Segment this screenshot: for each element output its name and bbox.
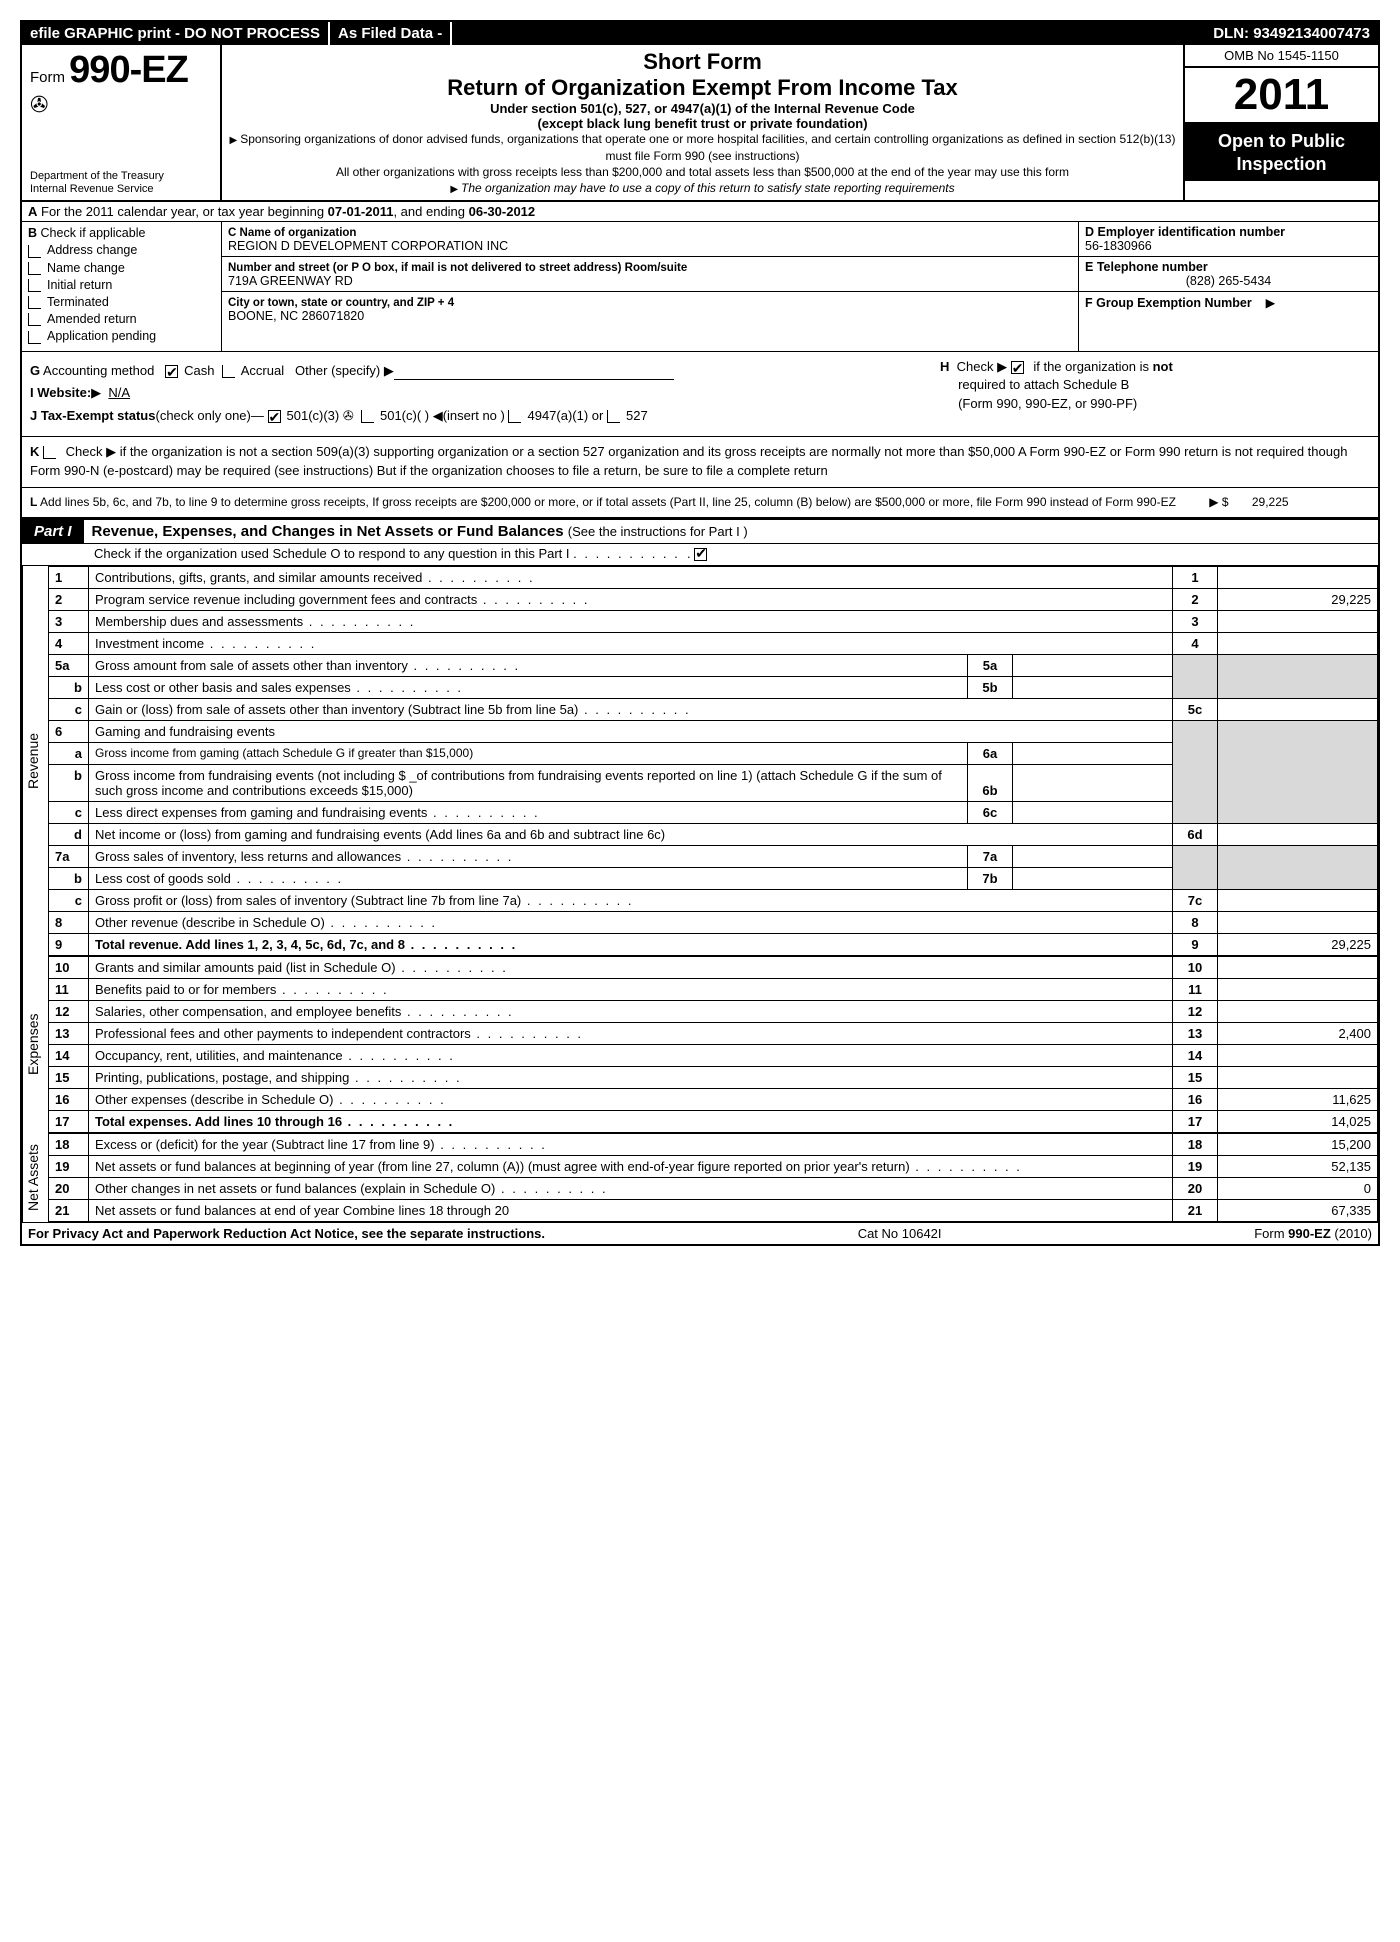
expenses-section: Expenses 10Grants and similar amounts pa… [22,956,1378,1133]
revenue-label: Revenue [22,566,48,956]
telephone: (828) 265-5434 [1085,274,1372,288]
chk-schedule-b[interactable] [1011,361,1024,374]
chk-schedule-o[interactable] [694,548,707,561]
form-prefix: Form [30,69,65,86]
footer-form: Form 990-EZ (2010) [1254,1226,1372,1241]
footer: For Privacy Act and Paperwork Reduction … [22,1222,1378,1244]
block-ghij: G Accounting method Cash Accrual Other (… [22,352,1378,438]
short-form-label: Short Form [228,49,1177,75]
form-page: efile GRAPHIC print - DO NOT PROCESS As … [20,20,1380,1246]
col-b: B Check if applicable Address change Nam… [22,222,222,350]
l-amount: 29,225 [1252,495,1289,509]
form-subtitle: Under section 501(c), 527, or 4947(a)(1)… [228,101,1177,116]
expenses-label: Expenses [22,956,48,1133]
chk-cash[interactable] [165,365,178,378]
header-right-box: OMB No 1545-1150 2011 Open to PublicInsp… [1183,45,1378,200]
top-bar: efile GRAPHIC print - DO NOT PROCESS As … [22,22,1378,45]
website: N/A [108,385,130,400]
footer-privacy: For Privacy Act and Paperwork Reduction … [28,1226,545,1241]
footer-catno: Cat No 10642I [858,1226,942,1241]
header-p2: All other organizations with gross recei… [228,164,1177,180]
chk-initial-return[interactable] [28,279,41,292]
chk-501c3[interactable] [268,410,281,423]
chk-k[interactable] [43,446,56,459]
part1-header: Part I Revenue, Expenses, and Changes in… [22,518,1378,544]
block-l: L Add lines 5b, 6c, and 7b, to line 9 to… [22,488,1378,518]
chk-terminated[interactable] [28,296,41,309]
org-city: BOONE, NC 286071820 [228,309,364,323]
k-text: Check ▶ if the organization is not a sec… [30,444,1347,478]
section-bcde: B Check if applicable Address change Nam… [22,222,1378,351]
form-title: Return of Organization Exempt From Incom… [228,75,1177,101]
part1-check-o: Check if the organization used Schedule … [22,544,1378,566]
part1-title: Revenue, Expenses, and Changes in Net As… [92,523,564,540]
revenue-section: Revenue 1Contributions, gifts, grants, a… [22,566,1378,956]
chk-name-change[interactable] [28,262,41,275]
form-number: 990-EZ [69,49,188,91]
header-p3: The organization may have to use a copy … [461,181,955,195]
chk-accrual[interactable] [222,365,235,378]
org-name: REGION D DEVELOPMENT CORPORATION INC [228,239,508,253]
org-street: 719A GREENWAY RD [228,274,353,288]
topbar-mid: As Filed Data - [328,22,452,45]
chk-amended[interactable] [28,313,41,326]
tax-year: 2011 [1185,68,1378,124]
chk-pending[interactable] [28,331,41,344]
header-title-box: Short Form Return of Organization Exempt… [222,45,1183,200]
col-c: C Name of organization REGION D DEVELOPM… [222,222,1078,350]
header-p1: Sponsoring organizations of donor advise… [240,132,1175,163]
row-a: A For the 2011 calendar year, or tax yea… [22,202,1378,222]
chk-4947[interactable] [508,410,521,423]
part1-badge: Part I [22,520,84,543]
omb-number: OMB No 1545-1150 [1185,45,1378,68]
topbar-dln: DLN: 93492134007473 [1205,22,1378,45]
header-form-box: Form 990-EZ ✇ Department of the Treasury… [22,45,222,200]
netassets-section: Net Assets 18Excess or (deficit) for the… [22,1133,1378,1222]
form-subtitle2: (except black lung benefit trust or priv… [228,116,1177,131]
open-to-public: Open to PublicInspection [1185,124,1378,181]
ein: 56-1830966 [1085,239,1152,253]
chk-address-change[interactable] [28,245,41,258]
chk-501c[interactable] [361,410,374,423]
col-de: D Employer identification number 56-1830… [1078,222,1378,350]
block-k: K Check ▶ if the organization is not a s… [22,437,1378,488]
header: Form 990-EZ ✇ Department of the Treasury… [22,45,1378,202]
dept-treasury: Department of the Treasury [30,170,164,183]
topbar-left: efile GRAPHIC print - DO NOT PROCESS [22,22,328,45]
dept-irs: Internal Revenue Service [30,183,164,196]
netassets-label: Net Assets [22,1133,48,1222]
chk-527[interactable] [607,410,620,423]
